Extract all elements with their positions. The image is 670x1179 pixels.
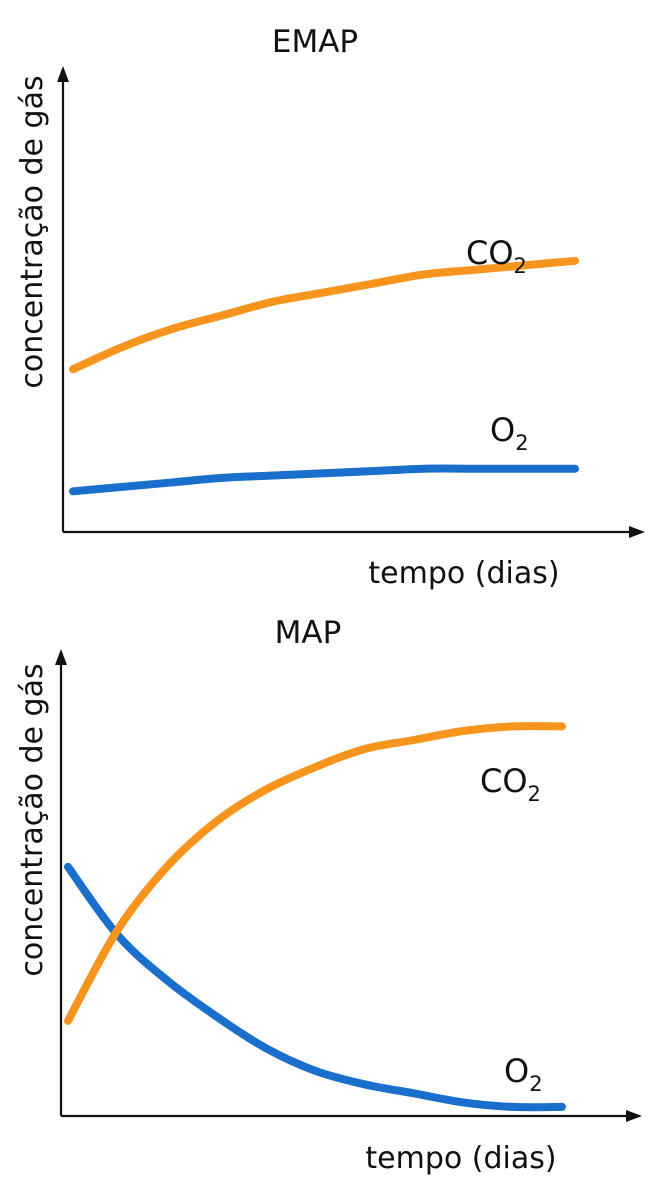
chart-emap-y-axis-arrow xyxy=(57,66,69,82)
chart-emap-x-axis-label: tempo (dias) xyxy=(368,556,559,591)
chart-map-y-axis-label: concentração de gás xyxy=(15,663,50,976)
chart-map-x-axis-label: tempo (dias) xyxy=(365,1141,556,1176)
chart-emap-series-co2-name: CO xyxy=(466,234,514,272)
chart-map-series-co2-name: CO xyxy=(480,762,528,800)
chart-map-series-o2-name: O xyxy=(504,1052,529,1090)
chart-emap-series-co2-line xyxy=(69,256,579,374)
chart-emap-series-o2-name: O xyxy=(490,411,515,449)
chart-map-series-co2-subscript: 2 xyxy=(528,782,541,806)
chart-emap-series-co2-label: CO2 xyxy=(466,234,527,278)
chart-map-series-co2-label: CO2 xyxy=(480,762,541,806)
chart-emap-series-o2-line xyxy=(69,464,579,496)
chart-emap-x-axis-arrow xyxy=(629,526,645,538)
chart-emap-series-o2-label: O2 xyxy=(490,411,529,455)
chart-emap-series-co2-subscript: 2 xyxy=(514,254,527,278)
chart-map: MAP concentração de gás tempo (dias) CO2… xyxy=(15,615,642,1176)
chart-map-title: MAP xyxy=(275,615,342,651)
chart-emap: EMAP concentração de gás tempo (dias) CO… xyxy=(15,24,645,591)
chart-map-series-o2-line xyxy=(64,862,566,1112)
chart-map-series-co2-line xyxy=(64,722,566,1025)
chart-map-series-o2-subscript: 2 xyxy=(529,1072,542,1096)
chart-emap-y-axis-label: concentração de gás xyxy=(15,75,50,388)
chart-map-y-axis-arrow xyxy=(55,649,67,665)
chart-emap-series-o2-subscript: 2 xyxy=(515,431,528,455)
chart-map-x-axis-arrow xyxy=(626,1110,642,1122)
chart-emap-title: EMAP xyxy=(272,24,358,60)
chart-map-series-o2-label: O2 xyxy=(504,1052,543,1096)
